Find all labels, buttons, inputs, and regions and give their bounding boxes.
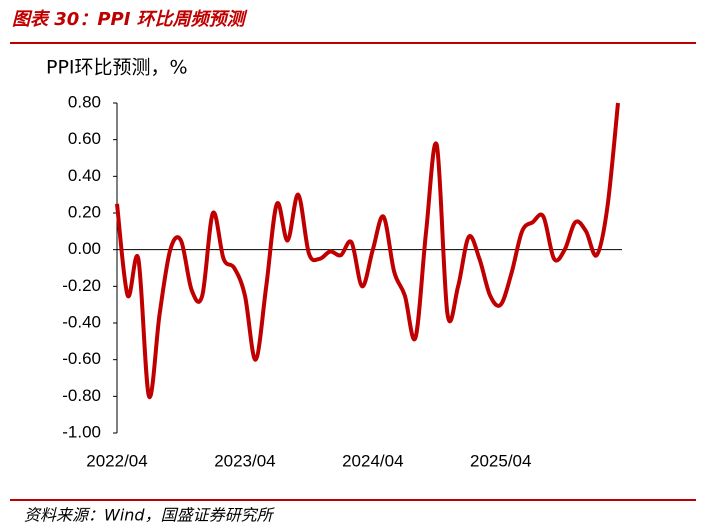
- x-tick-label: 2022/04: [86, 451, 147, 470]
- chart-title: 图表 30：PPI 环比周频预测: [12, 9, 248, 30]
- y-axis-label: PPI环比预测，%: [46, 57, 188, 79]
- y-tick-label: -1.00: [62, 422, 101, 441]
- x-tick-label: 2023/04: [214, 451, 275, 470]
- y-tick-label: 0.20: [68, 202, 101, 221]
- y-tick-label: 0.00: [68, 239, 101, 258]
- y-tick-label: -0.40: [62, 312, 101, 331]
- y-tick-label: -0.60: [62, 349, 101, 368]
- y-tick-label: 0.60: [68, 129, 101, 148]
- source-note: 资料来源：Wind，国盛证券研究所: [24, 506, 276, 525]
- y-tick-label: 0.80: [68, 92, 101, 111]
- y-tick-label: 0.40: [68, 166, 101, 185]
- y-tick-label: -0.80: [62, 386, 101, 405]
- data-line: [115, 102, 620, 400]
- x-tick-label: 2025/04: [470, 451, 531, 470]
- x-tick-label: 2024/04: [342, 451, 403, 470]
- y-tick-label: -0.20: [62, 276, 101, 295]
